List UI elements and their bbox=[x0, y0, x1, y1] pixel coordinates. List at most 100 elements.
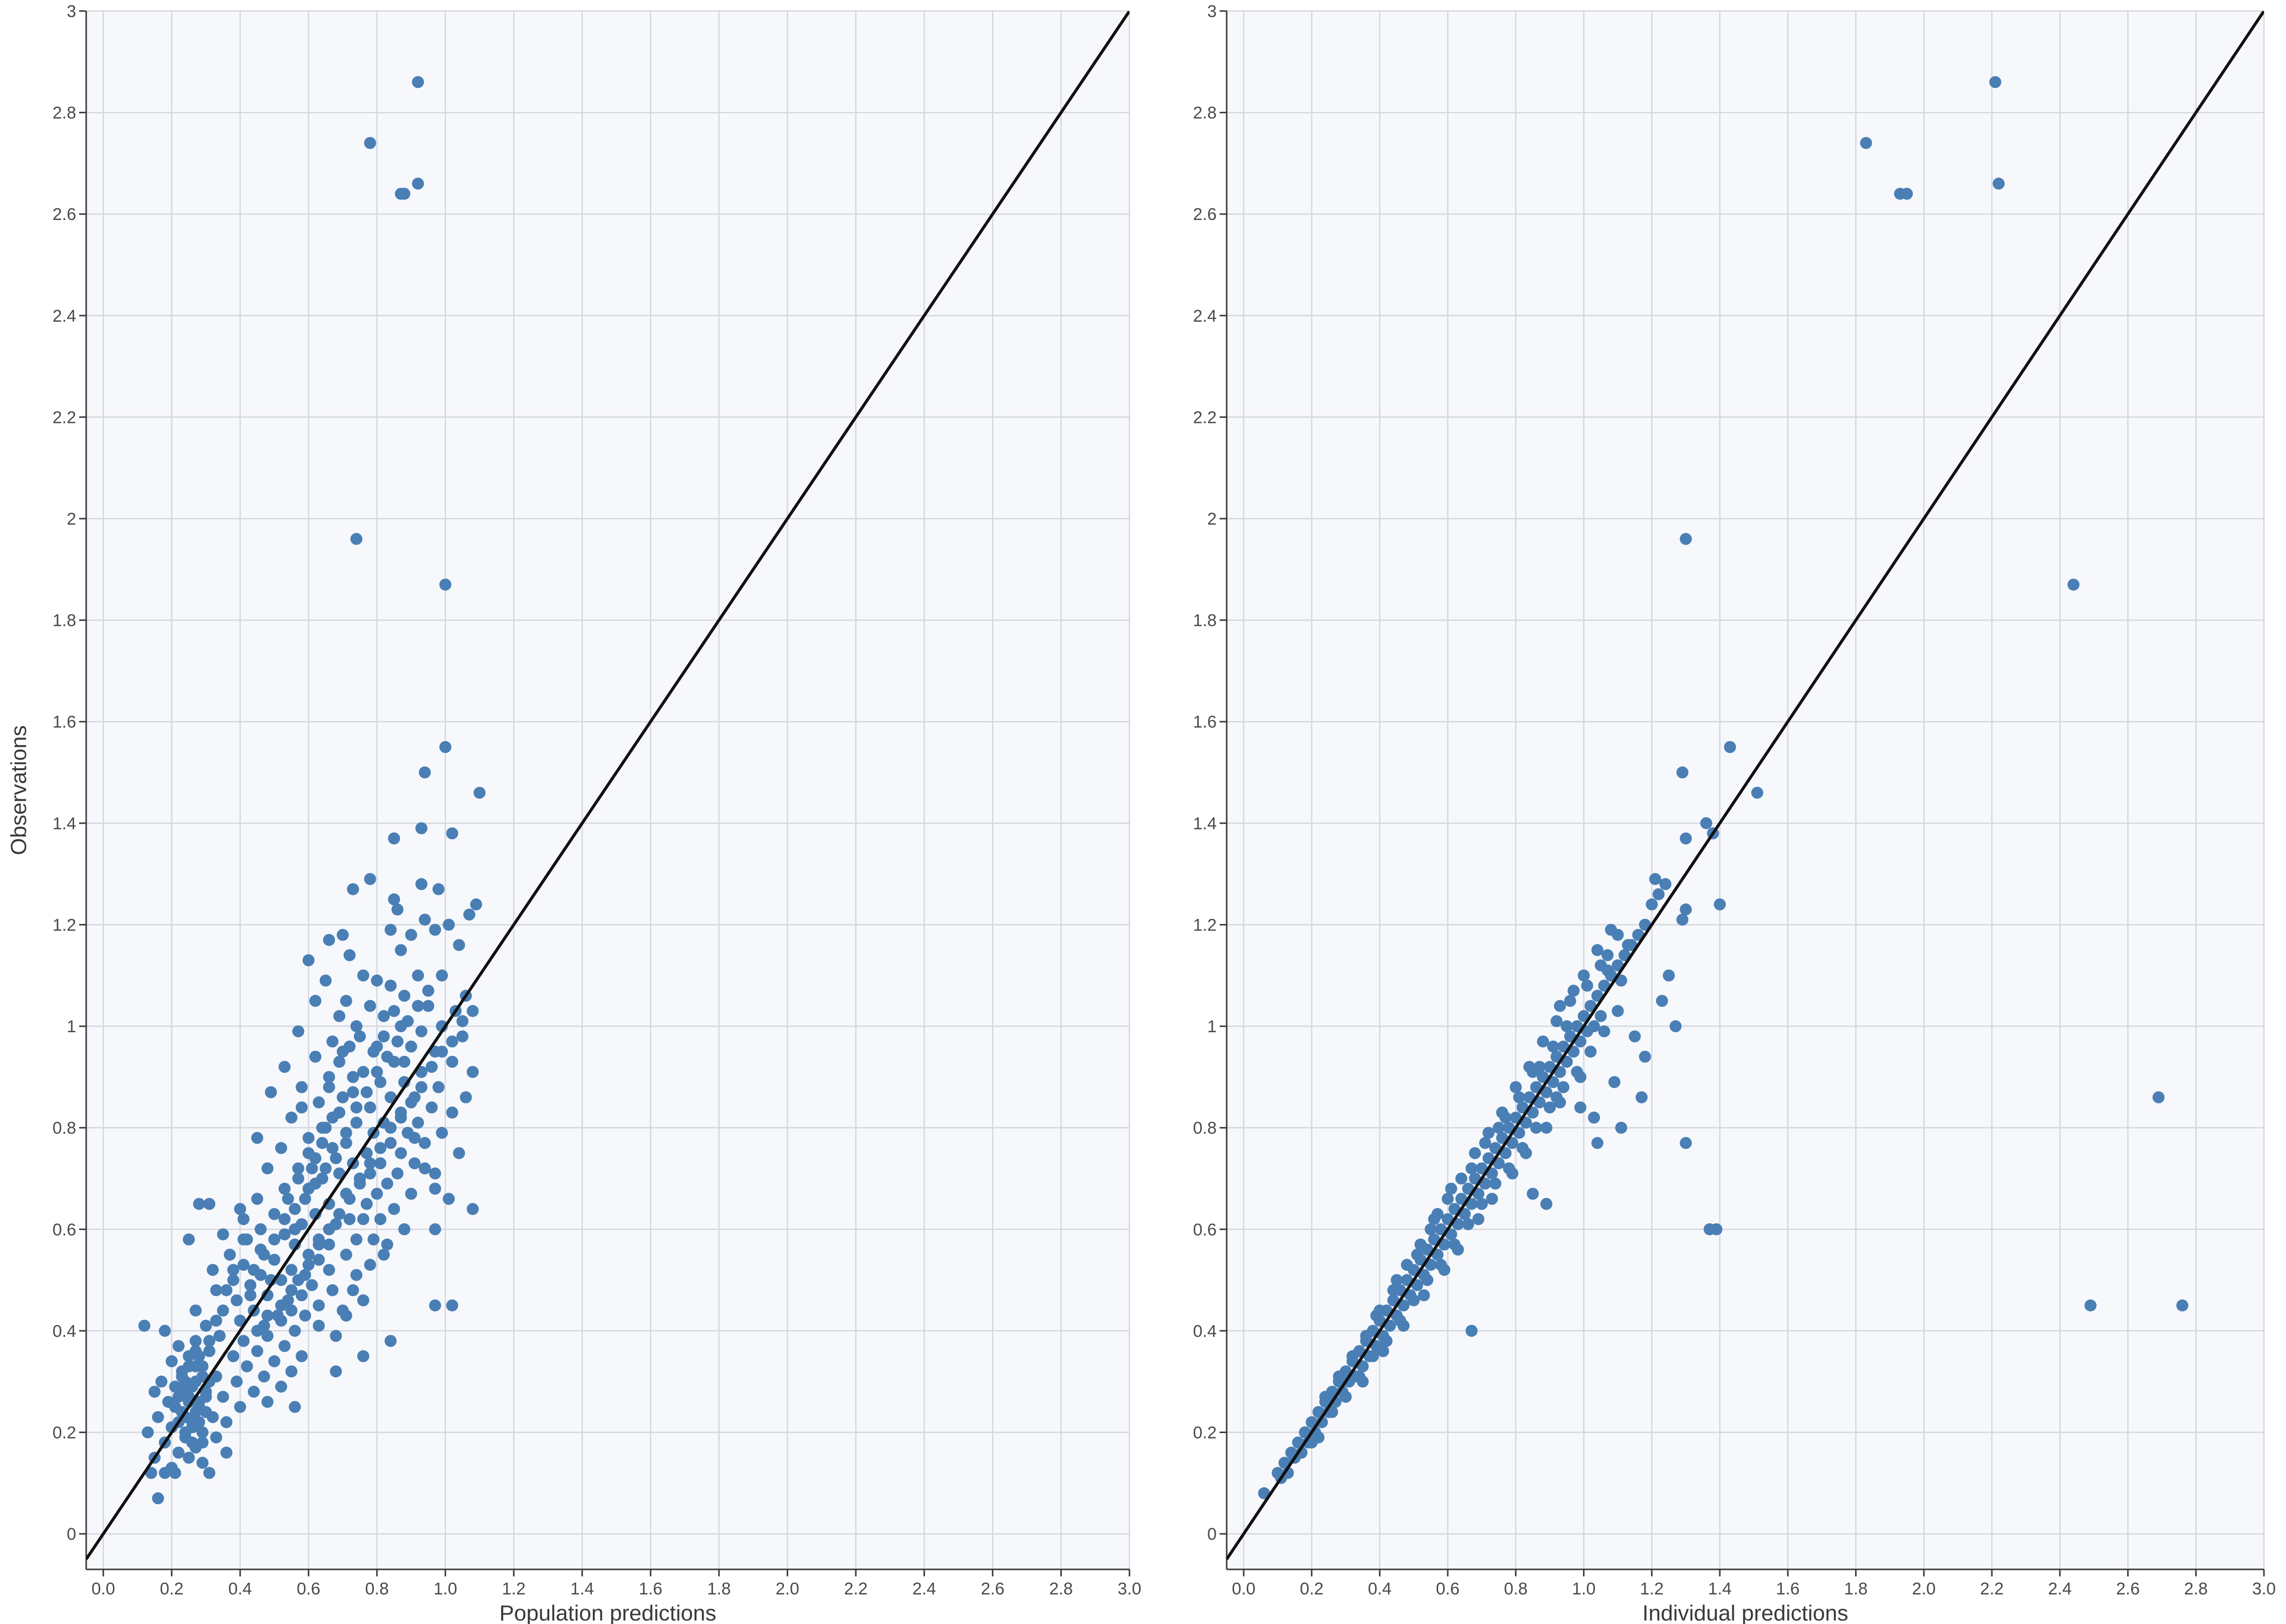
data-point bbox=[152, 1492, 164, 1505]
data-point bbox=[261, 1330, 274, 1342]
data-point bbox=[319, 974, 332, 987]
data-point bbox=[1680, 533, 1692, 545]
x-tick-label: 2.8 bbox=[2184, 1579, 2208, 1598]
x-tick-label: 0.8 bbox=[365, 1579, 389, 1598]
data-point bbox=[429, 1223, 441, 1236]
data-point bbox=[255, 1223, 267, 1236]
data-point bbox=[456, 1015, 469, 1027]
data-point bbox=[347, 1071, 359, 1083]
data-point bbox=[364, 873, 376, 885]
data-point bbox=[467, 1005, 479, 1017]
y-tick-label: 1.6 bbox=[53, 713, 76, 732]
x-tick-label: 0.6 bbox=[297, 1579, 320, 1598]
data-point bbox=[289, 1324, 301, 1337]
data-point bbox=[1319, 1390, 1331, 1403]
data-point bbox=[336, 929, 349, 941]
data-point bbox=[405, 929, 417, 941]
data-point bbox=[442, 1193, 455, 1205]
data-point bbox=[340, 995, 352, 1007]
data-point bbox=[408, 1157, 421, 1170]
x-axis-title: Individual predictions bbox=[1643, 1601, 1849, 1624]
data-point bbox=[244, 1279, 257, 1291]
data-point bbox=[333, 1010, 346, 1022]
data-point bbox=[350, 1020, 363, 1033]
data-point bbox=[268, 1355, 281, 1367]
data-point bbox=[1391, 1274, 1403, 1286]
data-point bbox=[357, 969, 369, 982]
data-point bbox=[1332, 1370, 1345, 1383]
data-point bbox=[1482, 1126, 1495, 1139]
data-point bbox=[169, 1467, 181, 1479]
data-point bbox=[302, 1248, 315, 1261]
data-point bbox=[289, 1401, 301, 1413]
data-point bbox=[1574, 1071, 1586, 1083]
data-point bbox=[138, 1319, 151, 1332]
data-point bbox=[1380, 1335, 1393, 1347]
data-point bbox=[292, 1162, 305, 1175]
plot-marks bbox=[86, 11, 1129, 1560]
data-point bbox=[296, 1081, 308, 1093]
data-point bbox=[1442, 1193, 1454, 1205]
data-point bbox=[367, 1233, 380, 1246]
data-point bbox=[1605, 923, 1617, 936]
data-point bbox=[292, 1274, 305, 1286]
x-tick-label: 2.2 bbox=[844, 1579, 867, 1598]
data-point bbox=[261, 1162, 274, 1175]
data-point bbox=[391, 903, 404, 916]
data-point bbox=[371, 974, 383, 987]
data-point bbox=[141, 1426, 154, 1439]
data-point bbox=[193, 1198, 205, 1210]
data-point bbox=[316, 1121, 329, 1134]
y-tick-label: 1.8 bbox=[53, 611, 76, 630]
data-point bbox=[313, 1254, 325, 1266]
data-point bbox=[1346, 1350, 1359, 1362]
data-point bbox=[1710, 1223, 1723, 1236]
data-point bbox=[384, 1335, 397, 1347]
x-axis-title: Population predictions bbox=[500, 1601, 717, 1624]
data-point bbox=[418, 766, 431, 779]
data-point bbox=[251, 1193, 264, 1205]
data-point bbox=[1612, 1005, 1624, 1017]
y-tick-label: 2.2 bbox=[53, 408, 76, 427]
data-point bbox=[336, 1304, 349, 1317]
data-point bbox=[418, 913, 431, 926]
data-point bbox=[1526, 1188, 1539, 1200]
data-point bbox=[1622, 939, 1634, 951]
data-point bbox=[189, 1335, 202, 1347]
data-point bbox=[347, 1086, 359, 1098]
data-point bbox=[1587, 1111, 1600, 1124]
data-point bbox=[323, 1081, 335, 1093]
data-point bbox=[1602, 964, 1614, 977]
data-point bbox=[1472, 1213, 1485, 1226]
data-point bbox=[1608, 1076, 1621, 1088]
y-tick-label: 1.4 bbox=[53, 814, 76, 833]
data-point bbox=[1560, 1020, 1573, 1033]
data-point bbox=[439, 741, 451, 753]
data-point bbox=[1574, 1101, 1586, 1114]
x-tick-label: 2.8 bbox=[1049, 1579, 1073, 1598]
data-point bbox=[429, 1299, 441, 1312]
data-point bbox=[306, 1279, 318, 1291]
data-point bbox=[1408, 1294, 1420, 1307]
data-point bbox=[415, 1025, 427, 1038]
data-point bbox=[1860, 137, 1872, 149]
y-tick-label: 2.8 bbox=[53, 104, 76, 123]
data-point bbox=[326, 1111, 339, 1124]
data-point bbox=[412, 969, 424, 982]
data-point bbox=[1366, 1350, 1379, 1362]
data-point bbox=[1550, 1015, 1563, 1027]
data-point bbox=[374, 1157, 387, 1170]
data-point bbox=[1989, 76, 2001, 88]
x-tick-label: 0.6 bbox=[1436, 1579, 1460, 1598]
data-point bbox=[360, 1198, 373, 1210]
x-tick-label: 1.0 bbox=[433, 1579, 457, 1598]
data-point bbox=[193, 1416, 205, 1429]
data-point bbox=[261, 1396, 274, 1408]
x-tick-label: 1.6 bbox=[1776, 1579, 1799, 1598]
data-point bbox=[1540, 1121, 1552, 1134]
data-point bbox=[1520, 1147, 1532, 1159]
data-point bbox=[446, 1035, 459, 1048]
data-point bbox=[1431, 1208, 1444, 1220]
data-point bbox=[377, 1248, 390, 1261]
data-point bbox=[1700, 817, 1712, 829]
